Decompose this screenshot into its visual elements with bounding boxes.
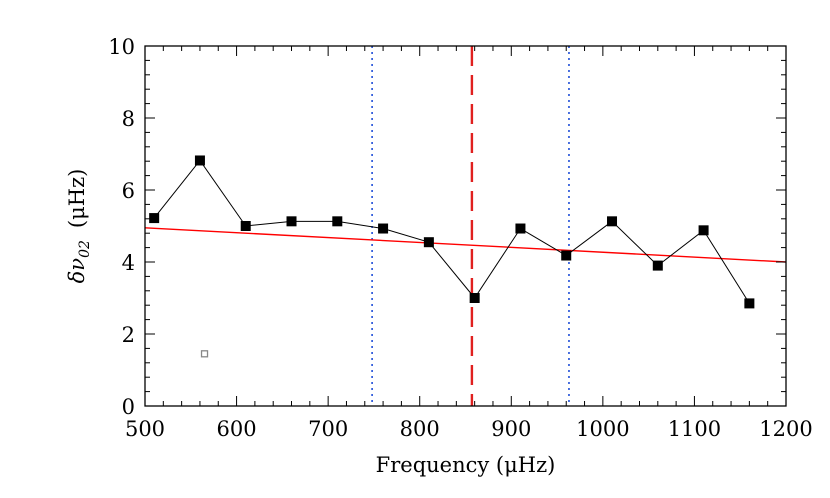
- fit-line-group: [144, 227, 787, 263]
- y-tick-label: 4: [122, 251, 135, 275]
- x-tick-label: 900: [491, 417, 531, 441]
- data-point-13: [744, 298, 755, 309]
- data-point-12: [698, 225, 709, 236]
- x-tick-label: 600: [217, 417, 257, 441]
- y-axis-title-subscript: 02: [77, 240, 93, 258]
- axis-tick-labels: 500 600 700 800 900 1000 1100 1200 0 2 4 6 8 10: [108, 35, 812, 441]
- data-point-4: [332, 216, 343, 227]
- x-tick-label: 1000: [576, 417, 629, 441]
- y-axis-title-unit: (μHz): [65, 169, 89, 228]
- data-point-10: [607, 216, 618, 227]
- data-point-5: [378, 223, 389, 234]
- data-point-7: [469, 293, 480, 303]
- data-point-0: [149, 213, 160, 224]
- data-point-2: [240, 221, 251, 231]
- data-point-3: [286, 216, 297, 227]
- y-tick-label: 0: [122, 395, 135, 419]
- open-marker-0: [200, 350, 209, 358]
- data-series: [149, 155, 755, 309]
- plot-frame: [144, 45, 787, 407]
- x-tick-label: 700: [308, 417, 348, 441]
- y-tick-label: 6: [122, 179, 135, 203]
- series-line-0: [153, 159, 750, 304]
- y-tick-label: 10: [108, 35, 135, 59]
- data-point-9: [561, 250, 572, 261]
- x-tick-label: 500: [125, 417, 165, 441]
- x-axis-title: Frequency (μHz): [376, 453, 556, 477]
- x-tick-label: 1200: [759, 417, 812, 441]
- x-tick-label: 1100: [668, 417, 721, 441]
- fit-line: [144, 227, 787, 263]
- data-point-1: [194, 155, 205, 166]
- extra-points: [200, 350, 209, 358]
- data-point-11: [652, 260, 663, 271]
- data-point-6: [423, 237, 434, 248]
- y-tick-label: 8: [122, 107, 135, 131]
- x-tick-label: 800: [400, 417, 440, 441]
- axis-ticks: [144, 45, 787, 407]
- y-tick-label: 2: [122, 323, 135, 347]
- data-point-8: [515, 223, 526, 234]
- y-axis-title-nu: ν: [65, 258, 89, 271]
- reference-lines: [371, 46, 570, 406]
- y-axis-title-delta: δ: [65, 271, 89, 284]
- y-axis-title: δν02 (μHz): [65, 169, 93, 284]
